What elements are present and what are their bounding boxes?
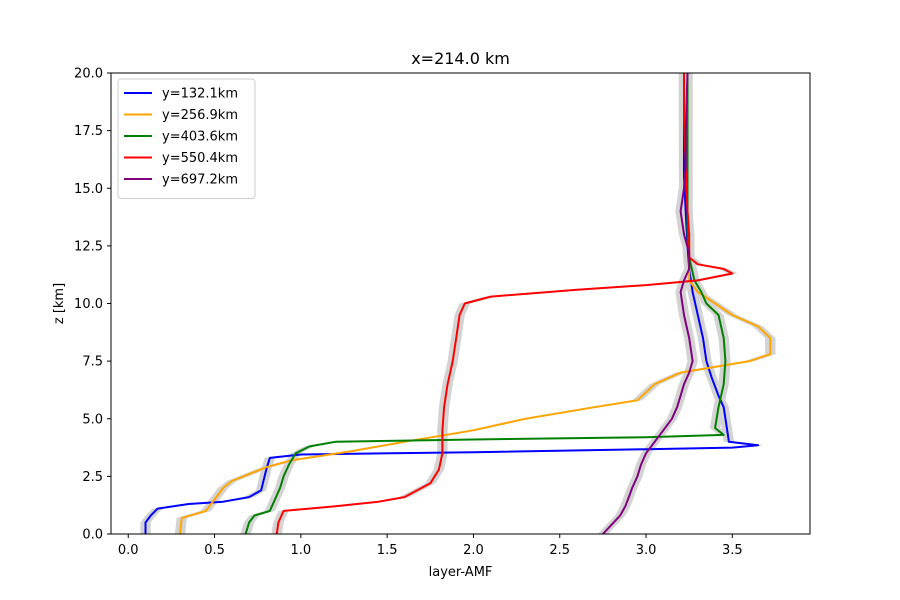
x-tick-label: 3.0 bbox=[636, 543, 657, 558]
y-tick-label: 12.5 bbox=[74, 239, 103, 254]
chart-title: x=214.0 km bbox=[411, 49, 510, 68]
series-lines bbox=[144, 72, 772, 535]
y-tick-label: 2.5 bbox=[82, 470, 103, 485]
y-axis-label: z [km] bbox=[52, 283, 67, 324]
y-tick-label: 17.5 bbox=[74, 124, 103, 139]
x-tick-label: 0.5 bbox=[204, 543, 225, 558]
series-line bbox=[244, 73, 727, 535]
series-line bbox=[179, 73, 772, 535]
series-line bbox=[602, 72, 694, 535]
x-tick-label: 1.5 bbox=[377, 543, 398, 558]
y-tick-label: 10.0 bbox=[74, 297, 103, 312]
y-tick-label: 0.0 bbox=[82, 528, 103, 543]
x-tick-label: 2.5 bbox=[549, 543, 570, 558]
series-line bbox=[275, 73, 734, 535]
legend-label: y=132.1km bbox=[162, 87, 238, 102]
legend-label: y=256.9km bbox=[162, 108, 238, 123]
legend: y=132.1km y=256.9km y=403.6km y=550.4km y=69… bbox=[117, 78, 256, 199]
legend-label: y=550.4km bbox=[162, 151, 238, 166]
y-tick-label: 7.5 bbox=[82, 355, 103, 370]
x-tick-label: 3.5 bbox=[722, 543, 743, 558]
x-axis-label: layer-AMF bbox=[429, 565, 493, 580]
x-axis-ticks: 0.0 0.5 1.0 1.5 2.0 2.5 3.0 3.5 bbox=[118, 534, 743, 558]
legend-label: y=697.2km bbox=[162, 173, 238, 188]
legend-box bbox=[117, 78, 256, 199]
x-tick-label: 0.0 bbox=[118, 543, 139, 558]
y-tick-label: 15.0 bbox=[74, 182, 103, 197]
uncertainty-band bbox=[240, 73, 731, 534]
x-tick-label: 1.0 bbox=[291, 543, 312, 558]
y-axis-ticks: 0.0 2.5 5.0 7.5 10.0 12.5 15.0 17.5 20.0 bbox=[74, 67, 111, 543]
legend-label: y=403.6km bbox=[162, 130, 238, 145]
y-tick-label: 5.0 bbox=[82, 412, 103, 427]
y-tick-label: 20.0 bbox=[74, 67, 103, 82]
x-tick-label: 2.0 bbox=[463, 543, 484, 558]
uncertainty-band bbox=[271, 73, 738, 534]
